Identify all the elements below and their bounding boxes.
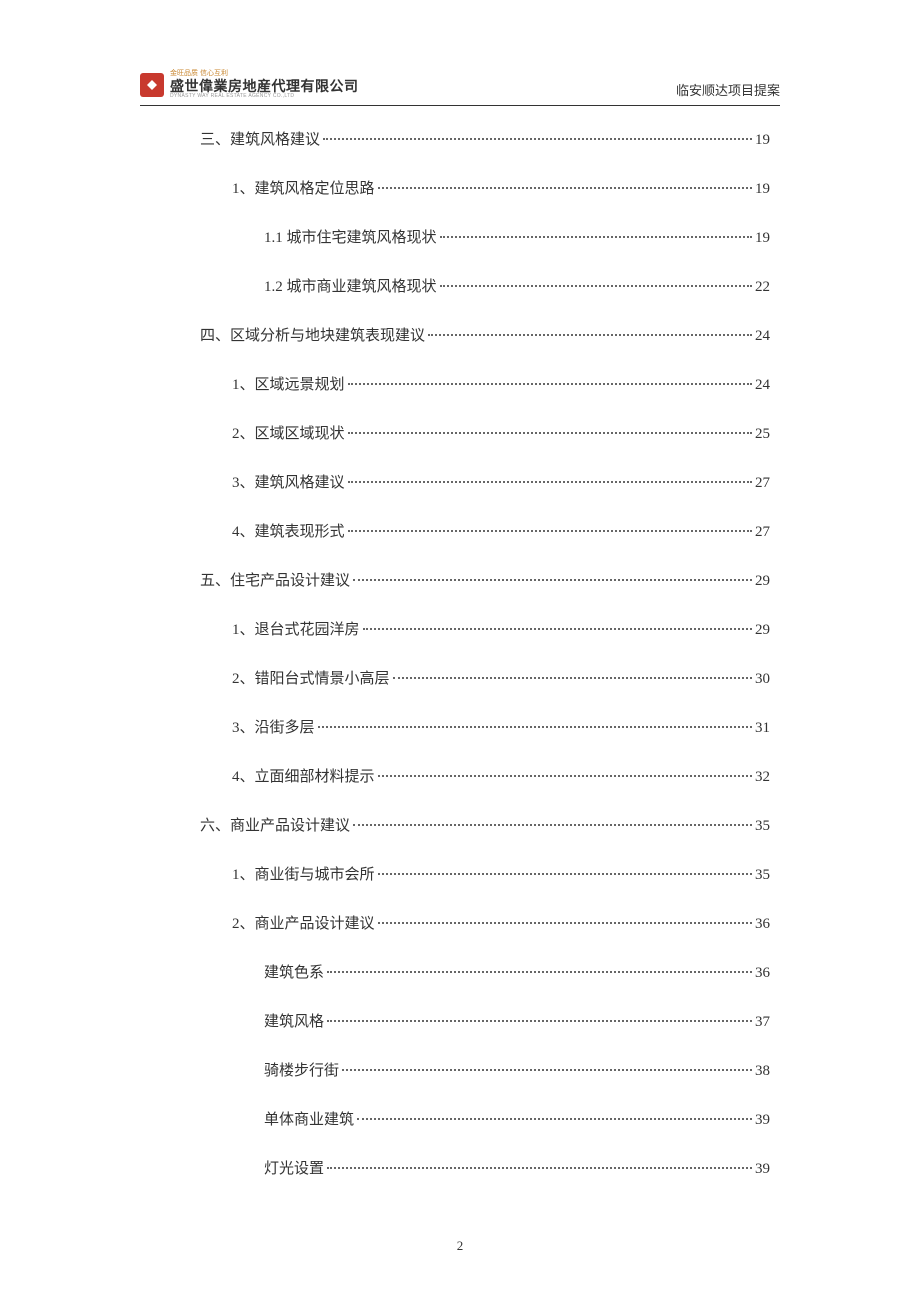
toc-entry-title: 建筑色系 bbox=[264, 963, 324, 984]
toc-leader-dots bbox=[342, 1069, 752, 1071]
toc-entry: 2、错阳台式情景小高层 30 bbox=[200, 669, 770, 690]
toc-entry-title: 2、错阳台式情景小高层 bbox=[232, 669, 390, 690]
toc-entry-page: 19 bbox=[755, 130, 770, 151]
company-name: 盛世偉業房地産代理有限公司 bbox=[170, 79, 359, 93]
toc-entry-title: 2、商业产品设计建议 bbox=[232, 914, 375, 935]
company-english-name: DYNASTY WAY REAL ESTATE AGENCY CO.,LTD bbox=[170, 94, 359, 99]
toc-entry-title: 建筑风格 bbox=[264, 1012, 324, 1033]
toc-entry-title: 1、建筑风格定位思路 bbox=[232, 179, 375, 200]
toc-entry: 4、立面细部材料提示 32 bbox=[200, 767, 770, 788]
logo-area: 金旺品质 信心互利 盛世偉業房地産代理有限公司 DYNASTY WAY REAL… bbox=[140, 70, 359, 99]
toc-entry-page: 24 bbox=[755, 375, 770, 396]
toc-leader-dots bbox=[378, 187, 752, 189]
toc-leader-dots bbox=[440, 236, 752, 238]
toc-entry-title: 五、住宅产品设计建议 bbox=[200, 571, 350, 592]
toc-leader-dots bbox=[428, 334, 752, 336]
toc-entry-title: 四、区域分析与地块建筑表现建议 bbox=[200, 326, 425, 347]
toc-entry-page: 37 bbox=[755, 1012, 770, 1033]
toc-leader-dots bbox=[363, 628, 752, 630]
toc-entry-title: 1.1 城市住宅建筑风格现状 bbox=[264, 228, 437, 249]
toc-entry: 1、商业街与城市会所 35 bbox=[200, 865, 770, 886]
toc-entry: 3、沿街多层 31 bbox=[200, 718, 770, 739]
toc-entry-title: 六、商业产品设计建议 bbox=[200, 816, 350, 837]
toc-entry-title: 4、立面细部材料提示 bbox=[232, 767, 375, 788]
toc-entry-page: 24 bbox=[755, 326, 770, 347]
toc-entry-title: 1.2 城市商业建筑风格现状 bbox=[264, 277, 437, 298]
toc-entry: 六、商业产品设计建议 35 bbox=[200, 816, 770, 837]
toc-entry-title: 1、商业街与城市会所 bbox=[232, 865, 375, 886]
toc-leader-dots bbox=[378, 922, 752, 924]
toc-entry-title: 灯光设置 bbox=[264, 1159, 324, 1180]
toc-entry: 五、住宅产品设计建议 29 bbox=[200, 571, 770, 592]
toc-entry: 4、建筑表现形式 27 bbox=[200, 522, 770, 543]
toc-leader-dots bbox=[353, 579, 752, 581]
toc-entry: 1、建筑风格定位思路 19 bbox=[200, 179, 770, 200]
company-logo-icon bbox=[140, 73, 164, 97]
toc-entry-page: 36 bbox=[755, 963, 770, 984]
toc-entry-page: 27 bbox=[755, 522, 770, 543]
logo-tagline: 金旺品质 信心互利 bbox=[170, 70, 359, 77]
toc-entry-title: 4、建筑表现形式 bbox=[232, 522, 345, 543]
toc-entry-page: 25 bbox=[755, 424, 770, 445]
toc-leader-dots bbox=[378, 775, 752, 777]
toc-entry: 四、区域分析与地块建筑表现建议 24 bbox=[200, 326, 770, 347]
toc-entry-title: 骑楼步行街 bbox=[264, 1061, 339, 1082]
toc-leader-dots bbox=[327, 971, 752, 973]
toc-leader-dots bbox=[440, 285, 752, 287]
toc-entry-page: 30 bbox=[755, 669, 770, 690]
project-name: 临安顺达项目提案 bbox=[676, 80, 780, 99]
toc-entry-title: 3、沿街多层 bbox=[232, 718, 315, 739]
toc-entry-page: 19 bbox=[755, 228, 770, 249]
toc-entry-page: 31 bbox=[755, 718, 770, 739]
toc-leader-dots bbox=[323, 138, 752, 140]
toc-leader-dots bbox=[348, 432, 752, 434]
toc-entry-title: 2、区域区域现状 bbox=[232, 424, 345, 445]
toc-entry-page: 32 bbox=[755, 767, 770, 788]
toc-entry-page: 39 bbox=[755, 1110, 770, 1131]
toc-entry-page: 22 bbox=[755, 277, 770, 298]
toc-entry: 建筑色系 36 bbox=[200, 963, 770, 984]
toc-entry-title: 三、建筑风格建议 bbox=[200, 130, 320, 151]
toc-leader-dots bbox=[378, 873, 752, 875]
toc-entry: 建筑风格 37 bbox=[200, 1012, 770, 1033]
toc-entry-page: 29 bbox=[755, 571, 770, 592]
toc-entry-title: 3、建筑风格建议 bbox=[232, 473, 345, 494]
toc-leader-dots bbox=[357, 1118, 752, 1120]
toc-entry: 1.2 城市商业建筑风格现状 22 bbox=[200, 277, 770, 298]
toc-leader-dots bbox=[393, 677, 752, 679]
toc-entry: 2、商业产品设计建议 36 bbox=[200, 914, 770, 935]
toc-leader-dots bbox=[327, 1020, 752, 1022]
toc-entry: 1、区域远景规划 24 bbox=[200, 375, 770, 396]
toc-leader-dots bbox=[348, 530, 752, 532]
toc-entry-page: 19 bbox=[755, 179, 770, 200]
toc-entry-page: 35 bbox=[755, 865, 770, 886]
toc-entry: 灯光设置 39 bbox=[200, 1159, 770, 1180]
toc-entry-title: 1、区域远景规划 bbox=[232, 375, 345, 396]
toc-entry: 三、建筑风格建议 19 bbox=[200, 130, 770, 151]
page-header: 金旺品质 信心互利 盛世偉業房地産代理有限公司 DYNASTY WAY REAL… bbox=[140, 70, 780, 106]
toc-entry-page: 36 bbox=[755, 914, 770, 935]
toc-leader-dots bbox=[353, 824, 752, 826]
table-of-contents: 三、建筑风格建议191、建筑风格定位思路191.1 城市住宅建筑风格现状191.… bbox=[140, 130, 780, 1180]
toc-leader-dots bbox=[348, 383, 752, 385]
toc-entry: 3、建筑风格建议 27 bbox=[200, 473, 770, 494]
logo-text-group: 金旺品质 信心互利 盛世偉業房地産代理有限公司 DYNASTY WAY REAL… bbox=[170, 70, 359, 99]
toc-leader-dots bbox=[348, 481, 752, 483]
toc-entry-page: 38 bbox=[755, 1061, 770, 1082]
toc-leader-dots bbox=[327, 1167, 752, 1169]
toc-entry-title: 1、退台式花园洋房 bbox=[232, 620, 360, 641]
toc-entry: 2、区域区域现状 25 bbox=[200, 424, 770, 445]
toc-entry: 骑楼步行街 38 bbox=[200, 1061, 770, 1082]
toc-entry: 单体商业建筑 39 bbox=[200, 1110, 770, 1131]
toc-entry: 1、退台式花园洋房 29 bbox=[200, 620, 770, 641]
toc-entry-title: 单体商业建筑 bbox=[264, 1110, 354, 1131]
page-number: 2 bbox=[457, 1238, 464, 1254]
toc-entry-page: 39 bbox=[755, 1159, 770, 1180]
toc-entry-page: 27 bbox=[755, 473, 770, 494]
document-page: 金旺品质 信心互利 盛世偉業房地産代理有限公司 DYNASTY WAY REAL… bbox=[0, 0, 920, 1302]
toc-entry-page: 35 bbox=[755, 816, 770, 837]
toc-leader-dots bbox=[318, 726, 752, 728]
toc-entry: 1.1 城市住宅建筑风格现状 19 bbox=[200, 228, 770, 249]
toc-entry-page: 29 bbox=[755, 620, 770, 641]
